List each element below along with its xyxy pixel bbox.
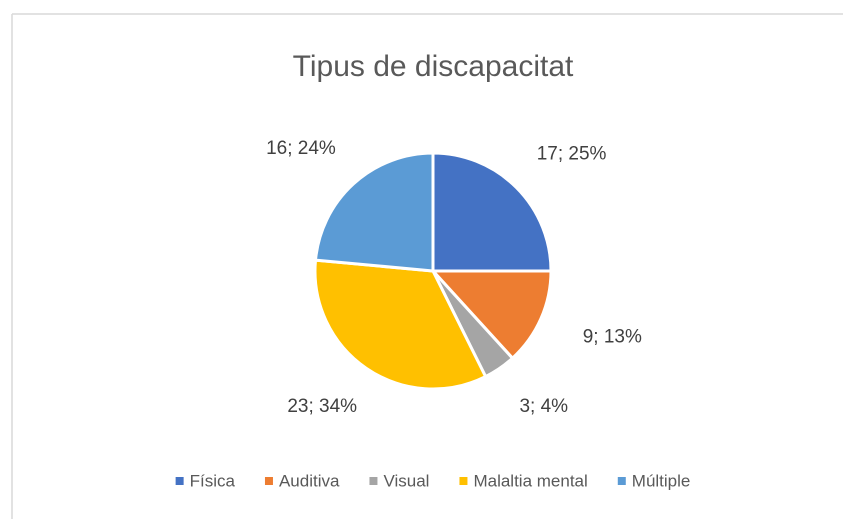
pie-slice bbox=[313, 151, 435, 273]
chart-title: Tipus de discapacitat bbox=[293, 50, 574, 83]
data-label: 23; 34% bbox=[287, 396, 357, 417]
legend-swatch bbox=[369, 477, 378, 485]
data-label: 9; 13% bbox=[583, 327, 642, 348]
pie-slice bbox=[431, 151, 553, 273]
pie-slice bbox=[313, 258, 488, 391]
legend-swatch bbox=[617, 477, 626, 485]
data-label: 3; 4% bbox=[519, 396, 568, 417]
legend-swatch bbox=[264, 477, 273, 485]
data-label: 16; 24% bbox=[266, 138, 336, 159]
legend-label: Auditiva bbox=[279, 471, 340, 490]
legend-swatch bbox=[459, 477, 468, 485]
legend-label: Física bbox=[190, 471, 236, 490]
legend-label: Múltiple bbox=[632, 471, 691, 490]
legend-swatch bbox=[175, 477, 184, 485]
pie-slice bbox=[429, 269, 553, 361]
data-label: 17; 25% bbox=[537, 143, 607, 164]
legend-label: Visual bbox=[383, 471, 429, 490]
legend-label: Malaltia mental bbox=[473, 471, 587, 490]
